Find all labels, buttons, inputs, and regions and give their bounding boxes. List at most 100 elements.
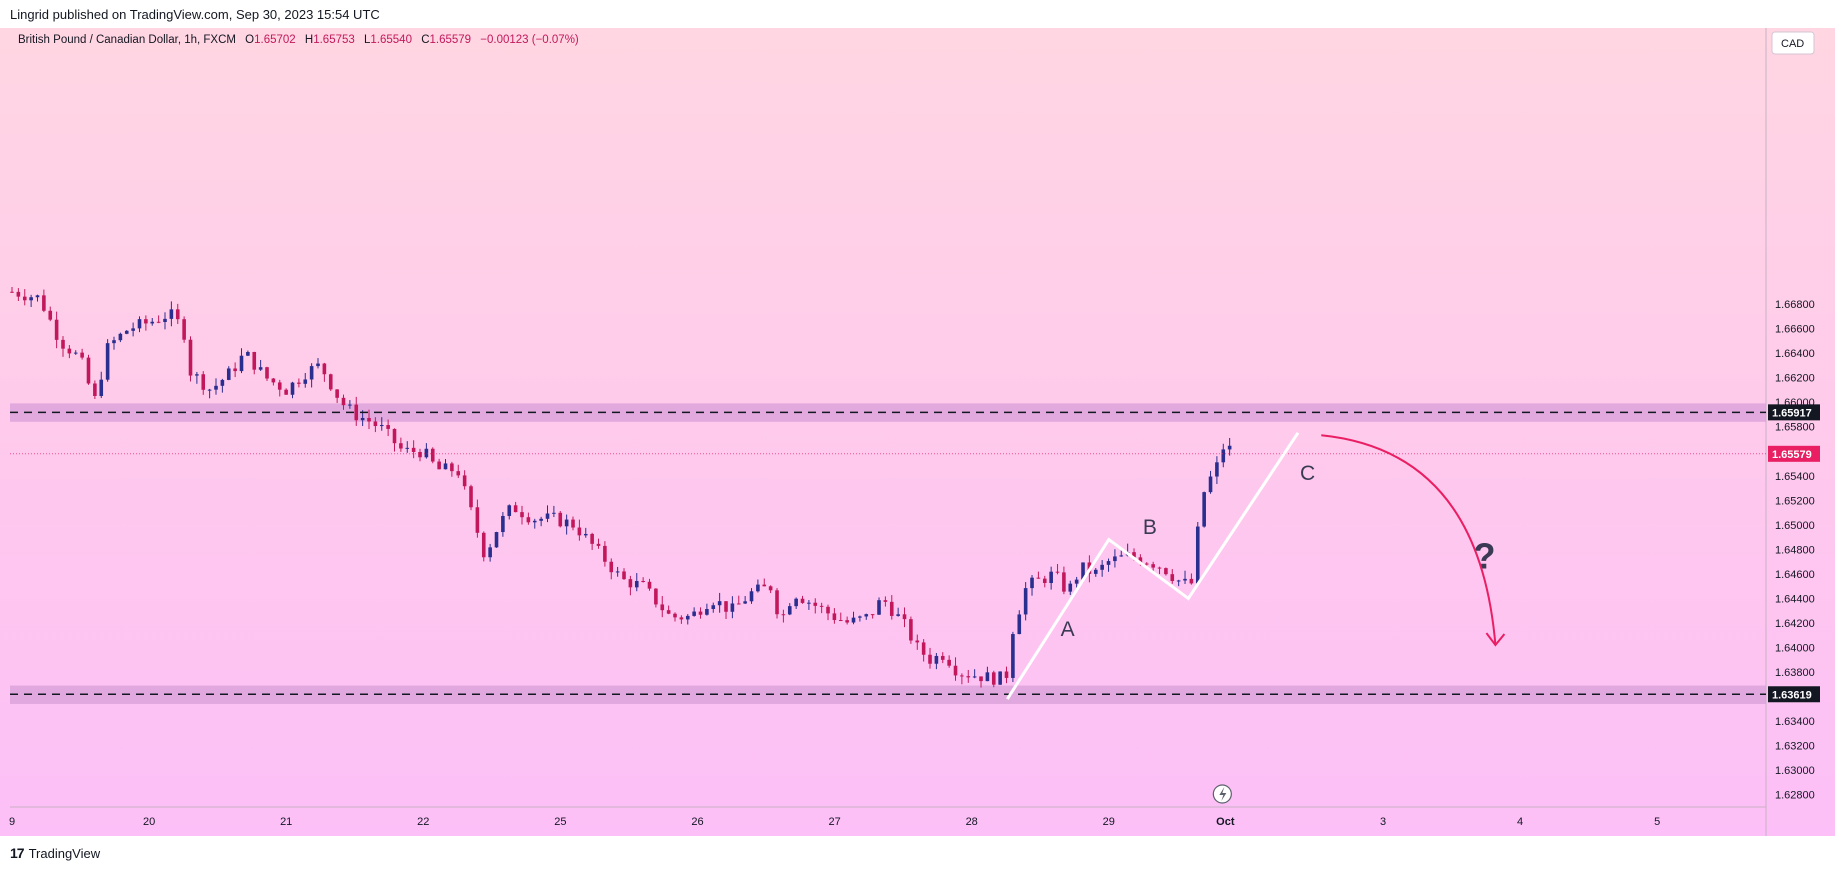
candle-body — [316, 363, 320, 367]
candle-body — [711, 605, 716, 610]
projection-arrow — [1321, 434, 1497, 646]
legend-open-label: O — [245, 34, 254, 46]
candle-body — [603, 545, 607, 562]
candle-body — [991, 672, 996, 685]
candle-body — [182, 319, 186, 340]
candle-body — [303, 379, 308, 384]
publisher-line: Lingrid published on TradingView.com, Se… — [10, 7, 380, 22]
candle-body — [258, 367, 263, 370]
candle-body — [392, 428, 397, 444]
candle-body — [813, 602, 818, 606]
candle-body — [99, 379, 104, 396]
legend-high: 1.65753 — [313, 34, 355, 46]
candle-body — [838, 620, 843, 622]
candle-body — [909, 619, 913, 641]
price-tick-label: 1.66800 — [1775, 299, 1815, 311]
candle-body — [513, 505, 518, 513]
candle-body — [112, 340, 116, 344]
wave-annotations: A B C? — [1006, 432, 1506, 804]
candle-body — [571, 519, 575, 528]
candle-body — [437, 461, 441, 470]
candle-body — [309, 366, 314, 380]
candle-body — [1062, 572, 1066, 592]
candle-body — [284, 389, 288, 395]
currency-button[interactable]: CAD — [1771, 31, 1815, 55]
candle-body — [379, 425, 384, 427]
candle-body — [800, 598, 805, 603]
candle-body — [1189, 578, 1194, 584]
price-tick-label: 1.65800 — [1775, 422, 1815, 434]
price-tick-label: 1.63400 — [1775, 716, 1815, 728]
candle-body — [1049, 571, 1053, 584]
candle-body — [654, 588, 658, 605]
candle-body — [564, 519, 569, 527]
legend-high-label: H — [305, 34, 313, 46]
price-tick-label: 1.63000 — [1775, 765, 1815, 777]
candle-body — [61, 339, 65, 349]
candle-body — [870, 614, 875, 616]
candle-body — [214, 385, 218, 390]
candle-body — [641, 580, 645, 582]
candle-body — [615, 571, 620, 573]
candle-body — [475, 507, 480, 533]
currency-button-frame[interactable] — [1771, 31, 1815, 55]
candle-body — [80, 352, 84, 358]
candle-body — [985, 672, 990, 682]
candle-body — [207, 389, 212, 391]
candle-body — [265, 367, 269, 379]
candle-body — [947, 659, 951, 666]
candle-body — [832, 613, 837, 621]
candle-body — [137, 319, 142, 329]
svg-text:British Pound / Canadian Dolla: British Pound / Canadian Dollar, 1h, FXC… — [18, 34, 579, 46]
level-price-tag-label: 1.65917 — [1772, 407, 1812, 419]
candle-body — [386, 425, 390, 429]
candle-body — [1221, 449, 1226, 463]
candle-body — [736, 603, 741, 605]
candle-body — [864, 614, 869, 617]
price-tick-label: 1.66400 — [1775, 348, 1815, 360]
wave-label-b: B — [1143, 516, 1157, 539]
legend-low: 1.65540 — [370, 34, 412, 46]
candle-body — [826, 606, 830, 614]
candle-body — [960, 675, 964, 677]
candle-body — [1170, 574, 1175, 581]
price-tick-label: 1.64000 — [1775, 643, 1815, 655]
candle-body — [501, 515, 505, 533]
candle-body — [188, 339, 193, 376]
candle-body — [169, 309, 174, 319]
candle-body — [450, 463, 454, 472]
wave-label-a: A — [1061, 618, 1075, 641]
legend-low-label: L — [364, 34, 371, 46]
time-tick-label: 22 — [417, 816, 429, 828]
candle-body — [93, 383, 97, 396]
candle-body — [430, 448, 435, 462]
candle-body — [1132, 552, 1136, 558]
candle-body — [424, 448, 429, 458]
candle-body — [373, 421, 378, 427]
time-tick-label: 9 — [9, 816, 15, 828]
projection-arrowhead — [1485, 632, 1506, 647]
candle-body — [1106, 561, 1111, 565]
candle-body — [239, 355, 244, 372]
candle-body — [1119, 555, 1124, 557]
candle-body — [42, 295, 46, 311]
price-chart[interactable]: ABC? 1.668001.666001.664001.662001.66000… — [0, 28, 1835, 836]
candle-body — [367, 417, 371, 422]
candle-body — [54, 319, 59, 340]
price-axis[interactable]: 1.668001.666001.664001.662001.660001.658… — [1775, 299, 1815, 802]
candle-body — [851, 617, 856, 623]
time-axis[interactable]: 9 20 21 22 25 26 27 28 29 Oct 3 4 5 — [9, 816, 1660, 828]
tradingview-brand[interactable]: 17 TradingView — [10, 845, 100, 861]
candle-body — [979, 676, 983, 682]
candle-body — [666, 610, 671, 614]
candle-body — [539, 518, 543, 521]
level-price-tag — [1768, 686, 1820, 703]
candle-body — [507, 505, 512, 516]
candle-body — [928, 654, 932, 664]
candle-body — [1157, 567, 1162, 569]
candle-body — [858, 616, 862, 618]
candle-body — [1074, 579, 1079, 584]
candle-body — [494, 532, 499, 548]
candle-body — [290, 382, 295, 395]
candle-body — [297, 382, 301, 384]
